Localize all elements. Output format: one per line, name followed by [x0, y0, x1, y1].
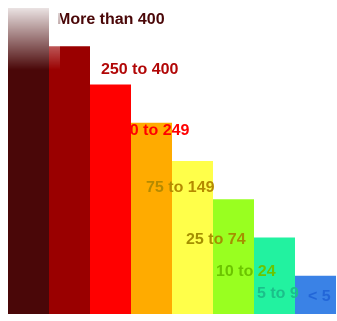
- bar-label-0: More than 400: [57, 11, 165, 28]
- chart-labels: More than 400 250 to 400 150 to 249 75 to 1…: [57, 11, 331, 305]
- bar-2: [90, 84, 131, 314]
- chart-bars: [8, 8, 336, 314]
- bar-label-6: 5 to 9: [257, 285, 299, 302]
- bar-7: [295, 275, 336, 314]
- bar-label-4: 25 to 74: [186, 231, 246, 248]
- bar-label-2: 150 to 249: [112, 122, 189, 139]
- bar-1: [49, 46, 90, 314]
- bar-3: [131, 122, 172, 314]
- bar-label-5: 10 to 24: [216, 263, 276, 280]
- bar-label-3: 75 to 149: [146, 179, 215, 196]
- bar-label-7: < 5: [308, 288, 331, 305]
- top-fade-overlay: [0, 0, 60, 70]
- bar-4: [172, 161, 213, 314]
- bar-6: [254, 237, 295, 314]
- bar-5: [213, 199, 254, 314]
- bar-label-1: 250 to 400: [101, 61, 178, 78]
